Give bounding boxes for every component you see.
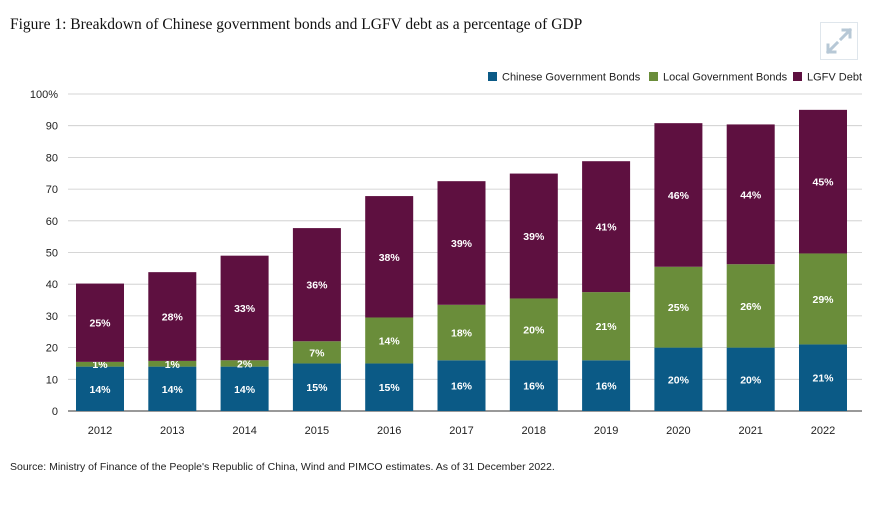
bar-segment [654,347,703,411]
data-label: 18% [451,328,473,340]
bar-segment [799,253,847,345]
data-label: 39% [523,231,545,243]
x-tick-label: 2020 [666,425,690,437]
data-label: 7% [309,347,325,359]
data-label: 45% [812,177,834,189]
bar-segment [509,298,558,361]
bar-segment [220,360,269,367]
bar-segment [292,228,341,342]
bar-segment [799,344,847,411]
bar-segment [437,181,486,305]
bar-segment [654,123,703,267]
data-label: 15% [306,382,328,394]
data-label: 1% [92,359,108,371]
data-label: 14% [234,384,256,396]
data-label: 20% [523,324,545,336]
bar-segment [292,363,341,411]
data-label: 44% [740,189,762,201]
data-label: 25% [668,302,690,314]
expand-button[interactable] [820,22,858,60]
bar-segment [365,317,414,364]
data-label: 20% [740,374,762,386]
data-label: 14% [379,335,401,347]
x-tick-label: 2016 [377,425,401,437]
bar-segment [148,360,197,367]
legend-label: Chinese Government Bonds [502,72,641,84]
bar-segment [148,272,197,361]
legend-label: LGFV Debt [807,72,862,84]
x-tick-label: 2019 [594,425,618,437]
data-label: 39% [451,238,473,250]
legend-swatch [793,72,802,81]
chart-title: Figure 1: Breakdown of Chinese governmen… [10,16,583,33]
bar-segment [726,124,775,265]
source-note: Source: Ministry of Finance of the Peopl… [10,461,555,473]
bar-segment [437,360,486,411]
x-tick-label: 2013 [160,425,184,437]
y-tick-label: 30 [46,311,58,323]
data-label: 2% [237,358,253,370]
data-label: 21% [596,321,618,333]
y-tick-label: 20 [46,343,58,355]
bar-segment [220,255,269,361]
y-tick-label: 100% [30,89,58,101]
data-label: 15% [379,382,401,394]
y-tick-label: 50 [46,248,58,260]
bar-segment [726,264,775,348]
bar-segment [220,366,269,411]
legend-swatch [488,72,497,81]
x-tick-label: 2018 [522,425,546,437]
bar-segment [726,347,775,411]
bar-segment [582,360,631,411]
data-label: 46% [668,190,690,202]
bar-segment [365,196,414,318]
data-label: 36% [306,280,328,292]
bar-segment [365,363,414,411]
x-tick-label: 2012 [88,425,112,437]
y-tick-label: 90 [46,121,58,133]
data-label: 38% [379,252,401,264]
data-label: 25% [89,318,111,330]
data-label: 20% [668,374,690,386]
legend-label: Local Government Bonds [663,72,788,84]
bar-segment [76,361,124,367]
x-tick-label: 2022 [811,425,835,437]
bar-segment [76,366,124,411]
y-tick-label: 80 [46,152,58,164]
bar-segment [509,173,558,299]
x-tick-label: 2014 [232,425,256,437]
bar-segment [654,266,703,348]
bar-segment [148,366,197,411]
data-label: 14% [162,384,184,396]
data-label: 26% [740,301,762,313]
bar-segment [509,360,558,411]
legend-swatch [649,72,658,81]
data-label: 29% [812,294,834,306]
bar-segment [799,109,847,254]
y-tick-label: 10 [46,374,58,386]
y-tick-label: 40 [46,279,58,291]
bar-segment [292,341,341,364]
data-label: 1% [165,359,181,371]
data-label: 16% [451,381,473,393]
data-label: 16% [596,381,618,393]
bar-segment [76,283,124,362]
data-label: 21% [812,373,834,385]
bar-segment [582,161,631,293]
x-tick-label: 2015 [305,425,329,437]
y-tick-label: 0 [52,406,58,418]
x-tick-label: 2017 [449,425,473,437]
bar-segment [437,304,486,361]
x-tick-label: 2021 [738,425,762,437]
data-label: 41% [596,222,618,234]
data-label: 16% [523,381,545,393]
data-label: 14% [89,384,111,396]
data-label: 28% [162,312,184,324]
expand-arrows-icon [825,27,853,55]
data-label: 33% [234,303,256,315]
y-tick-label: 60 [46,216,58,228]
y-tick-label: 70 [46,184,58,196]
bar-segment [582,292,631,361]
